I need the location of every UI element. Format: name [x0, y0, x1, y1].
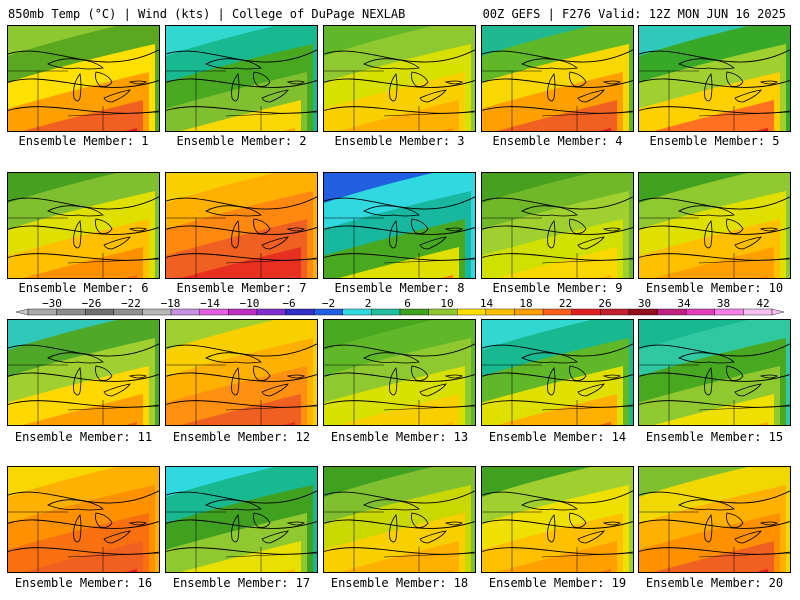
- ensemble-panel-15: [638, 319, 791, 426]
- colorbar-max-arrow: [771, 308, 785, 316]
- ensemble-panel-14: [481, 319, 634, 426]
- temperature-map: [324, 320, 475, 425]
- colorbar-tick-label: 42: [756, 297, 769, 310]
- ensemble-panel-6: [7, 172, 160, 279]
- colorbar-tick-label: −2: [322, 297, 335, 310]
- colorbar-tick-label: 38: [717, 297, 730, 310]
- colorbar-tick-label: 22: [559, 297, 572, 310]
- temperature-map: [8, 26, 159, 131]
- temperature-map: [166, 26, 317, 131]
- temperature-map: [639, 26, 790, 131]
- member-caption-5: Ensemble Member: 5: [649, 134, 780, 148]
- temperature-map: [166, 320, 317, 425]
- member-caption-10: Ensemble Member: 10: [645, 281, 784, 295]
- colorbar-tick-label: 14: [480, 297, 494, 310]
- temperature-map: [324, 467, 475, 572]
- temperature-map: [324, 26, 475, 131]
- member-caption-4: Ensemble Member: 4: [492, 134, 623, 148]
- member-caption-7: Ensemble Member: 7: [176, 281, 307, 295]
- member-caption-17: Ensemble Member: 17: [172, 576, 311, 590]
- ensemble-panel-1: [7, 25, 160, 132]
- header-title: 850mb Temp (°C) | Wind (kts) | College o…: [8, 7, 406, 21]
- temperature-map: [8, 173, 159, 278]
- colorbar-tick-label: −22: [121, 297, 141, 310]
- colorbar-tick-label: −18: [161, 297, 181, 310]
- temperature-map: [639, 467, 790, 572]
- temperature-map: [482, 320, 633, 425]
- colorbar-tick-label: −30: [42, 297, 62, 310]
- ensemble-panel-18: [323, 466, 476, 573]
- temperature-map: [639, 320, 790, 425]
- colorbar-tick-label: −6: [282, 297, 295, 310]
- member-caption-20: Ensemble Member: 20: [645, 576, 784, 590]
- member-caption-13: Ensemble Member: 13: [330, 430, 469, 444]
- temperature-map: [482, 26, 633, 131]
- temperature-map: [482, 467, 633, 572]
- colorbar-swatch: [571, 308, 601, 316]
- ensemble-panel-7: [165, 172, 318, 279]
- colorbar-tick-label: 30: [638, 297, 651, 310]
- ensemble-panel-13: [323, 319, 476, 426]
- temperature-map: [166, 173, 317, 278]
- colorbar-tick-label: −26: [82, 297, 102, 310]
- ensemble-panel-9: [481, 172, 634, 279]
- colorbar-tick-label: −14: [200, 297, 220, 310]
- colorbar-min-arrow: [15, 308, 29, 316]
- colorbar-tick-label: 6: [404, 297, 411, 310]
- member-caption-18: Ensemble Member: 18: [330, 576, 469, 590]
- temperature-map: [166, 467, 317, 572]
- member-caption-12: Ensemble Member: 12: [172, 430, 311, 444]
- ensemble-panel-8: [323, 172, 476, 279]
- temperature-colorbar: −30 −26 −22 −18 −14 −10 −6 −2 2 6 10 14 18 22 26 30 34 38…: [15, 297, 785, 316]
- member-caption-19: Ensemble Member: 19: [488, 576, 627, 590]
- ensemble-panel-12: [165, 319, 318, 426]
- ensemble-panel-4: [481, 25, 634, 132]
- member-caption-2: Ensemble Member: 2: [176, 134, 307, 148]
- ensemble-panel-11: [7, 319, 160, 426]
- ensemble-panel-3: [323, 25, 476, 132]
- colorbar-tick-label: 26: [598, 297, 611, 310]
- temperature-map: [324, 173, 475, 278]
- member-caption-8: Ensemble Member: 8: [334, 281, 465, 295]
- member-caption-15: Ensemble Member: 15: [645, 430, 784, 444]
- temperature-map: [8, 320, 159, 425]
- colorbar-tick-label: 18: [519, 297, 532, 310]
- member-caption-3: Ensemble Member: 3: [334, 134, 465, 148]
- colorbar-tick-label: 2: [365, 297, 372, 310]
- ensemble-panel-20: [638, 466, 791, 573]
- colorbar-tick-label: 34: [677, 297, 691, 310]
- member-caption-14: Ensemble Member: 14: [488, 430, 627, 444]
- ensemble-panel-5: [638, 25, 791, 132]
- ensemble-panel-19: [481, 466, 634, 573]
- temperature-map: [482, 173, 633, 278]
- colorbar-swatch: [256, 308, 286, 316]
- member-caption-6: Ensemble Member: 6: [18, 281, 149, 295]
- colorbar-tick-label: −10: [240, 297, 260, 310]
- temperature-map: [639, 173, 790, 278]
- colorbar-tick-label: 10: [440, 297, 453, 310]
- ensemble-panel-16: [7, 466, 160, 573]
- header-valid-time: 00Z GEFS | F276 Valid: 12Z MON JUN 16 20…: [482, 7, 786, 21]
- member-caption-11: Ensemble Member: 11: [14, 430, 153, 444]
- member-caption-1: Ensemble Member: 1: [18, 134, 149, 148]
- ensemble-panel-10: [638, 172, 791, 279]
- member-caption-16: Ensemble Member: 16: [14, 576, 153, 590]
- member-caption-9: Ensemble Member: 9: [492, 281, 623, 295]
- ensemble-panel-17: [165, 466, 318, 573]
- ensemble-panel-2: [165, 25, 318, 132]
- temperature-map: [8, 467, 159, 572]
- colorbar-swatch: [371, 308, 401, 316]
